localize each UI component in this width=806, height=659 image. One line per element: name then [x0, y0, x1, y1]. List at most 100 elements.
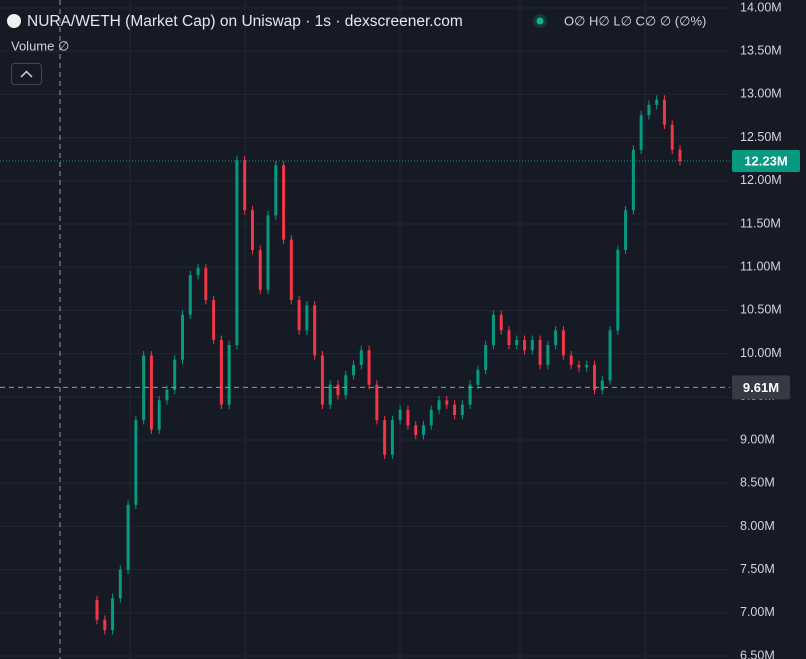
crosshair-label: 9.61M — [743, 380, 779, 395]
candle-body — [662, 99, 666, 125]
candle-body — [118, 569, 122, 599]
y-tick-label: 7.00M — [740, 605, 775, 619]
candle-body — [437, 400, 441, 410]
candle-body — [639, 115, 643, 150]
y-tick-label: 12.50M — [740, 130, 782, 144]
candle-body — [188, 275, 192, 315]
candle-body — [616, 249, 620, 331]
candle-body — [678, 149, 682, 161]
candle-body — [320, 355, 324, 405]
candle-body — [235, 160, 239, 346]
candle-body — [585, 364, 589, 368]
candle-body — [515, 339, 519, 346]
candle-body — [219, 339, 223, 405]
y-tick-label: 8.50M — [740, 476, 775, 490]
candle-body — [429, 409, 433, 426]
last-price-box — [732, 149, 800, 172]
grid — [129, 0, 646, 659]
candle-body — [344, 375, 348, 396]
candle-body — [134, 420, 138, 505]
candle-body — [367, 350, 371, 385]
candle-body — [274, 165, 278, 216]
candle-body — [592, 364, 596, 390]
candle-body — [305, 305, 309, 331]
candle-body — [352, 364, 356, 376]
candle-body — [507, 330, 511, 346]
y-tick-label: 12.00M — [740, 173, 782, 187]
candle-body — [149, 355, 153, 430]
y-tick-label: 7.50M — [740, 562, 775, 576]
candle-body — [491, 314, 495, 346]
candle-body — [468, 384, 472, 405]
source-icon — [7, 14, 21, 28]
candle-body — [631, 149, 635, 211]
volume-legend: Volume ∅ — [11, 38, 69, 53]
candle-body — [165, 389, 169, 401]
y-tick-label: 11.50M — [740, 216, 781, 230]
candle-body — [398, 409, 402, 421]
candle-body — [538, 339, 542, 365]
candle-body — [336, 384, 340, 396]
candle-body — [126, 504, 130, 570]
candle-body — [546, 345, 550, 365]
candle-body — [173, 359, 177, 390]
candle-body — [569, 355, 573, 365]
candle-body — [258, 249, 262, 290]
candle-body — [282, 165, 286, 240]
candle-body — [196, 268, 200, 276]
plot — [0, 7, 730, 657]
y-tick-label: 13.00M — [740, 87, 782, 101]
status-dot — [536, 17, 544, 25]
candle-body — [266, 215, 270, 290]
y-tick-label: 10.50M — [740, 303, 782, 317]
candle-body — [289, 239, 293, 301]
candle-body — [460, 404, 464, 415]
candle-body — [406, 409, 410, 426]
candle-body — [523, 339, 527, 351]
chart-title: NURA/WETH (Market Cap) on Uniswap · 1s ·… — [27, 13, 463, 30]
candle-body — [212, 300, 216, 340]
candle-body — [484, 345, 488, 371]
candle-body — [421, 425, 425, 435]
candle-body — [577, 364, 581, 368]
candle-body — [375, 384, 379, 421]
candle-body — [243, 160, 247, 211]
candle-body — [157, 400, 161, 430]
candle-body — [390, 420, 394, 455]
y-tick-label: 14.00M — [740, 0, 782, 14]
candle-body — [359, 350, 363, 365]
collapse-button[interactable] — [11, 63, 42, 85]
y-tick-label: 13.50M — [740, 44, 782, 58]
collapse-icon — [20, 70, 33, 78]
crosshair-box — [732, 375, 790, 400]
candle-body — [181, 314, 185, 360]
candle-body — [328, 384, 332, 405]
candle-body — [655, 99, 659, 105]
candle-body — [204, 268, 208, 301]
candle-body — [95, 599, 99, 620]
candle-body — [227, 345, 231, 405]
candle-body — [608, 330, 612, 381]
candle-body — [624, 210, 628, 250]
candle-body — [453, 404, 457, 415]
candle-body — [554, 330, 558, 346]
last-price-label: 12.23M — [744, 153, 787, 168]
candle-body — [499, 314, 503, 331]
candle-body — [670, 124, 674, 150]
candle-body — [142, 355, 146, 421]
candle-body — [313, 305, 317, 356]
candle-body — [250, 210, 254, 250]
y-tick-label: 9.00M — [740, 432, 775, 446]
y-tick-label: 6.50M — [740, 648, 775, 659]
candle-body — [600, 380, 604, 390]
candle-body — [530, 339, 534, 351]
candle-body — [647, 104, 651, 116]
candle-body — [414, 425, 418, 435]
y-tick-label: 11.00M — [740, 260, 781, 274]
candle-body — [111, 598, 115, 631]
y-tick-label: 8.00M — [740, 519, 775, 533]
candle-body — [476, 370, 480, 385]
y-tick-label: 10.00M — [740, 346, 782, 360]
